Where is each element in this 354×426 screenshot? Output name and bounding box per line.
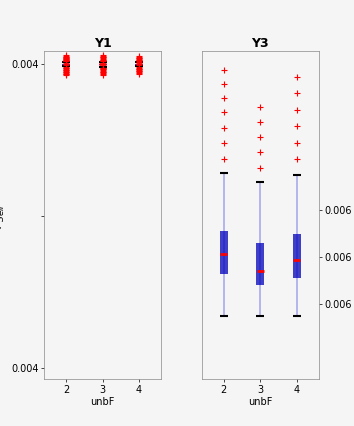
Bar [99, 64, 107, 65]
Title: Y3: Y3 [251, 37, 269, 50]
Bar [220, 231, 228, 274]
X-axis label: unbF: unbF [90, 397, 115, 408]
Bar [135, 64, 143, 65]
Bar [256, 243, 264, 285]
Bar [293, 234, 301, 278]
Bar [62, 64, 70, 65]
X-axis label: unbF: unbF [248, 397, 273, 408]
Y-axis label: $P_{SelF}$: $P_{SelF}$ [0, 201, 7, 229]
Title: Y1: Y1 [94, 37, 112, 50]
